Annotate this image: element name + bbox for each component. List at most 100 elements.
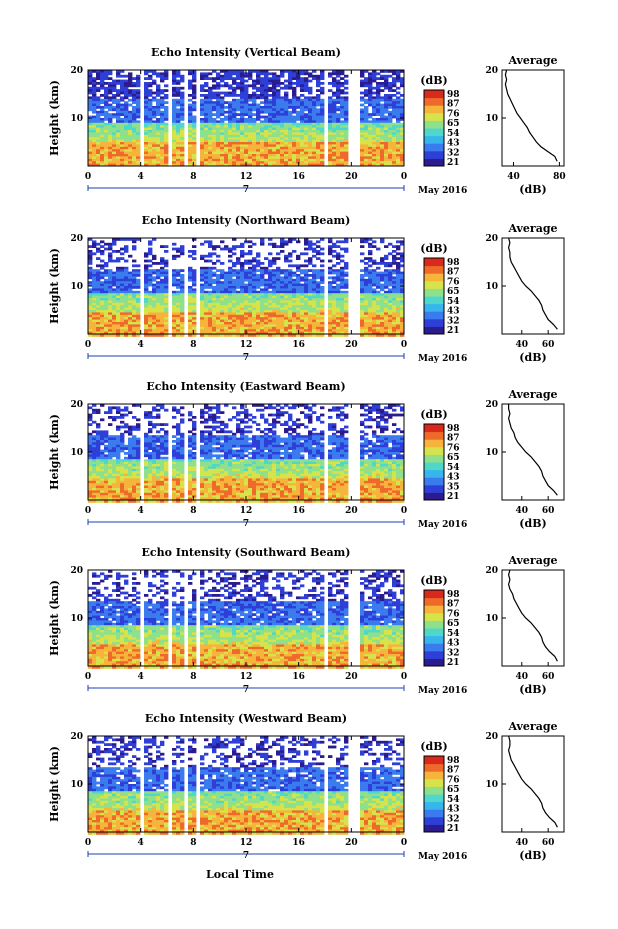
heatmap-cell <box>132 151 137 155</box>
heatmap-cell <box>276 283 281 287</box>
heatmap-cell <box>232 271 237 275</box>
heatmap-cell <box>88 416 93 419</box>
colorbar-tick-label: 43 <box>447 139 460 149</box>
heatmap-cell <box>368 96 373 100</box>
heatmap-cell <box>160 122 165 126</box>
heatmap-cell <box>180 286 185 289</box>
heatmap-cell <box>232 139 237 143</box>
heatmap-cell <box>316 305 321 308</box>
heatmap-cell <box>372 245 377 248</box>
heatmap-cell <box>336 82 341 85</box>
heatmap-cell <box>92 125 97 128</box>
colorbar-segment <box>424 303 444 312</box>
heatmap-cell <box>96 468 101 472</box>
heatmap-cell <box>192 151 197 155</box>
heatmap-cell <box>344 286 349 289</box>
heatmap-cell <box>344 271 349 275</box>
heatmap-cell <box>292 290 297 294</box>
heatmap-cell <box>96 435 101 438</box>
heatmap-cell <box>240 262 245 265</box>
heatmap-cell <box>304 137 309 140</box>
heatmap-cell <box>120 82 125 85</box>
heatmap-cell <box>396 106 401 109</box>
heatmap-cell <box>396 293 401 296</box>
heatmap-cell <box>212 310 217 313</box>
heatmap-cell <box>312 70 317 73</box>
heatmap-cell <box>256 278 261 282</box>
heatmap-cell <box>144 278 149 282</box>
heatmap-cell <box>92 497 97 501</box>
heatmap-cell <box>268 137 273 140</box>
heatmap-cell <box>112 146 117 150</box>
heatmap-cell <box>92 122 97 126</box>
heatmap-cell <box>304 276 309 280</box>
heatmap-cell <box>188 125 193 128</box>
heatmap-cell <box>392 281 397 284</box>
heatmap-cell <box>204 158 209 162</box>
heatmap-cell <box>316 324 321 328</box>
heatmap-cell <box>208 319 213 323</box>
heatmap-cell <box>96 466 101 470</box>
heatmap-cell <box>228 312 233 316</box>
heatmap-cell <box>144 130 149 133</box>
heatmap-cell <box>156 132 161 136</box>
heatmap-cell <box>92 468 97 472</box>
heatmap-cell <box>340 326 345 330</box>
heatmap-cell <box>276 120 281 124</box>
heatmap-cell <box>344 125 349 128</box>
heatmap-cell <box>176 334 181 337</box>
heatmap-cell <box>144 163 149 167</box>
heatmap-cell <box>188 305 193 308</box>
heatmap-cell <box>304 278 309 282</box>
heatmap-cell <box>272 281 277 284</box>
heatmap-cell <box>240 310 245 313</box>
heatmap-cell <box>108 134 113 138</box>
heatmap-cell <box>288 274 293 277</box>
heatmap-cell <box>300 154 305 157</box>
heatmap-cell <box>164 77 169 80</box>
heatmap-cell <box>208 276 213 280</box>
heatmap-cell <box>360 322 365 325</box>
heatmap-cell <box>96 490 101 494</box>
heatmap-cell <box>296 134 301 138</box>
heatmap-cell <box>268 82 273 85</box>
heatmap-cell <box>252 96 257 100</box>
heatmap-cell <box>392 319 397 323</box>
heatmap-cell <box>340 329 345 332</box>
heatmap-cell <box>276 89 281 92</box>
heatmap-cell <box>188 139 193 143</box>
heatmap-cell <box>396 283 401 287</box>
heatmap-cell <box>164 329 169 332</box>
heatmap-cell <box>176 74 181 78</box>
heatmap-cell <box>228 319 233 323</box>
heatmap-cell <box>360 132 365 136</box>
heatmap-cell <box>360 312 365 316</box>
heatmap-cell <box>256 274 261 277</box>
heatmap-cell <box>368 161 373 164</box>
heatmap-cell <box>316 161 321 164</box>
heatmap-cell <box>176 113 181 116</box>
heatmap-cell <box>400 142 405 145</box>
heatmap-cell <box>328 238 333 241</box>
heatmap-cell <box>340 163 345 167</box>
heatmap-cell <box>188 156 193 160</box>
heatmap-cell <box>396 146 401 150</box>
heatmap-cell <box>260 293 265 296</box>
heatmap-cell <box>260 240 265 244</box>
heatmap-cell <box>92 86 97 90</box>
heatmap-cell <box>144 266 149 270</box>
heatmap-cell <box>108 161 113 164</box>
heatmap-cell <box>104 319 109 323</box>
heatmap-cell <box>400 305 405 308</box>
heatmap-cell <box>388 264 393 268</box>
average-y-tick-label: 10 <box>485 114 498 124</box>
heatmap-cell <box>172 312 177 316</box>
heatmap-cell <box>120 74 125 78</box>
heatmap-cell <box>192 96 197 100</box>
heatmap-cell <box>384 77 389 80</box>
heatmap-cell <box>92 310 97 313</box>
heatmap-cell <box>396 281 401 284</box>
heatmap-cell <box>336 302 341 306</box>
heatmap-cell <box>108 283 113 287</box>
heatmap-cell <box>124 125 129 128</box>
